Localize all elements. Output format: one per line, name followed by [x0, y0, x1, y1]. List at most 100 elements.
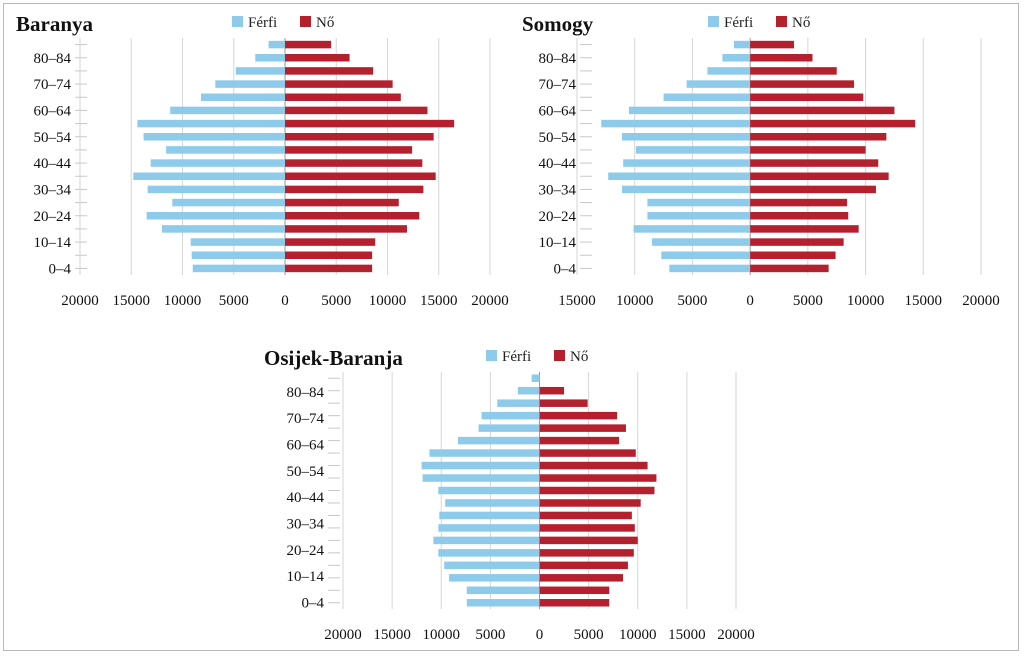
age-group-label: 10–14	[287, 569, 325, 585]
age-group-label: 40–44	[34, 156, 72, 172]
female-bar	[750, 80, 855, 88]
female-bar	[539, 436, 620, 445]
male-bar	[429, 449, 540, 457]
female-bar	[285, 54, 350, 62]
male-bar	[133, 172, 285, 180]
female-bar	[750, 159, 879, 167]
male-bar	[268, 40, 285, 49]
male-bar	[608, 172, 751, 180]
x-tick-label: 20000	[962, 293, 1000, 309]
male-bar	[162, 225, 285, 233]
age-group-label: 0–4	[49, 261, 72, 277]
male-bar	[647, 212, 751, 220]
x-tick-label: 20000	[61, 293, 99, 309]
pyramid-panel-2: 15000 10000 5000 0 5000 10000 15000 20000 0–4 10–…	[522, 12, 1000, 309]
male-bar	[478, 424, 540, 432]
female-bar	[285, 133, 434, 141]
male-bar	[457, 436, 540, 445]
x-tick-label: 5000	[321, 293, 351, 309]
figure-frame	[3, 3, 1019, 651]
male-bar	[686, 80, 751, 88]
female-bar	[285, 251, 373, 259]
legend-label-female: Nő	[792, 15, 810, 31]
male-bar	[190, 238, 285, 246]
male-bar	[421, 461, 540, 470]
x-tick-label: 10000	[369, 293, 407, 309]
female-bar	[285, 93, 401, 101]
female-bar	[285, 238, 376, 246]
female-bar	[285, 67, 374, 75]
female-bar	[750, 67, 837, 75]
male-bar	[438, 524, 540, 532]
age-group-label: 30–34	[539, 182, 577, 198]
legend-swatch-male	[486, 350, 497, 361]
female-bar	[750, 238, 844, 246]
male-bar	[635, 146, 751, 154]
female-bar	[285, 212, 420, 220]
pyramid-panel-3: 20000 15000 10000 5000 0 5000 10000 15000 20000 0…	[264, 346, 755, 643]
x-tick-label: 20000	[471, 293, 509, 309]
age-group-label: 80–84	[34, 51, 72, 67]
age-group-label: 80–84	[539, 51, 577, 67]
male-bar	[235, 67, 285, 75]
x-tick-label: 15000	[373, 627, 411, 643]
female-bar	[750, 54, 813, 62]
male-bar	[517, 386, 540, 395]
female-bar	[285, 225, 407, 233]
male-bar	[444, 561, 540, 570]
male-bar	[438, 486, 540, 495]
x-tick-label: 5000	[219, 293, 249, 309]
x-tick-label: 20000	[324, 627, 362, 643]
female-bar	[539, 561, 628, 570]
legend-label-male: Férfi	[248, 15, 277, 31]
female-bar	[539, 474, 657, 482]
age-group-label: 20–24	[539, 209, 577, 225]
male-bar	[255, 54, 285, 62]
female-bar	[539, 511, 632, 520]
female-bar	[285, 40, 332, 49]
male-bar	[170, 106, 285, 115]
legend-swatch-male	[708, 16, 719, 27]
female-bar	[750, 185, 876, 194]
male-bar	[647, 198, 751, 207]
female-bar	[750, 198, 848, 207]
x-tick-label: 15000	[558, 293, 596, 309]
male-bar	[623, 159, 751, 167]
male-bar	[422, 474, 540, 482]
male-bar	[449, 574, 540, 582]
female-bar	[750, 40, 795, 49]
female-bar	[539, 399, 588, 407]
x-tick-label: 15000	[113, 293, 151, 309]
x-tick-label: 10000	[619, 627, 657, 643]
age-group-label: 80–84	[287, 385, 325, 401]
x-tick-label: 10000	[847, 293, 885, 309]
male-bar	[166, 146, 285, 154]
male-bar	[200, 93, 285, 101]
female-bar	[750, 264, 829, 273]
male-bar	[191, 251, 285, 259]
age-group-label: 70–74	[539, 77, 577, 93]
legend-swatch-female	[300, 16, 311, 27]
female-bar	[285, 146, 413, 154]
male-bar	[663, 93, 751, 101]
female-bar	[539, 549, 634, 557]
male-bar	[633, 225, 751, 233]
female-bar	[285, 264, 373, 273]
age-group-label: 40–44	[539, 156, 577, 172]
male-bar	[438, 549, 540, 557]
x-tick-label: 10000	[164, 293, 202, 309]
legend-label-male: Férfi	[502, 349, 531, 365]
female-bar	[539, 424, 626, 432]
age-group-label: 60–64	[34, 103, 72, 119]
male-bar	[601, 119, 751, 128]
chart-title: Somogy	[522, 12, 594, 36]
female-bar	[539, 449, 636, 457]
age-group-label: 50–54	[539, 130, 577, 146]
female-bar	[750, 106, 895, 115]
male-bar	[661, 251, 751, 259]
female-bar	[750, 172, 889, 180]
x-tick-label: 5000	[677, 293, 707, 309]
female-bar	[539, 461, 648, 470]
legend: Férfi Nő	[486, 349, 588, 365]
male-bar	[669, 264, 751, 273]
